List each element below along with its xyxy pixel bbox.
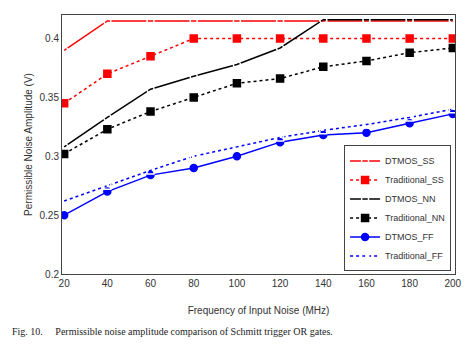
svg-text:DTMOS_SS: DTMOS_SS (385, 156, 435, 166)
svg-text:100: 100 (229, 278, 246, 289)
svg-text:DTMOS_NN: DTMOS_NN (385, 194, 436, 204)
svg-text:40: 40 (102, 278, 114, 289)
svg-text:60: 60 (145, 278, 157, 289)
svg-text:Frequency of Input Noise (MHz): Frequency of Input Noise (MHz) (188, 305, 330, 316)
svg-text:180: 180 (401, 278, 418, 289)
svg-text:200: 200 (444, 278, 461, 289)
svg-text:20: 20 (59, 278, 71, 289)
svg-text:0.35: 0.35 (40, 92, 60, 103)
svg-text:0.2: 0.2 (45, 269, 59, 280)
svg-text:0.3: 0.3 (45, 151, 59, 162)
svg-text:Traditional_SS: Traditional_SS (385, 175, 444, 185)
svg-text:0.4: 0.4 (45, 33, 59, 44)
svg-text:0.25: 0.25 (40, 210, 60, 221)
svg-text:Fig. 10. Permissible noise: Fig. 10. Permissible noise amplitude com… (12, 326, 333, 337)
svg-text:Permissible Noise Amplitude (V: Permissible Noise Amplitude (V) (23, 73, 34, 216)
svg-text:80: 80 (188, 278, 200, 289)
svg-text:Traditional_FF: Traditional_FF (385, 251, 443, 261)
svg-text:DTMOS_FF: DTMOS_FF (385, 232, 434, 242)
svg-text:160: 160 (358, 278, 375, 289)
svg-text:Traditional_NN: Traditional_NN (385, 213, 445, 223)
svg-text:120: 120 (272, 278, 289, 289)
svg-text:140: 140 (315, 278, 332, 289)
